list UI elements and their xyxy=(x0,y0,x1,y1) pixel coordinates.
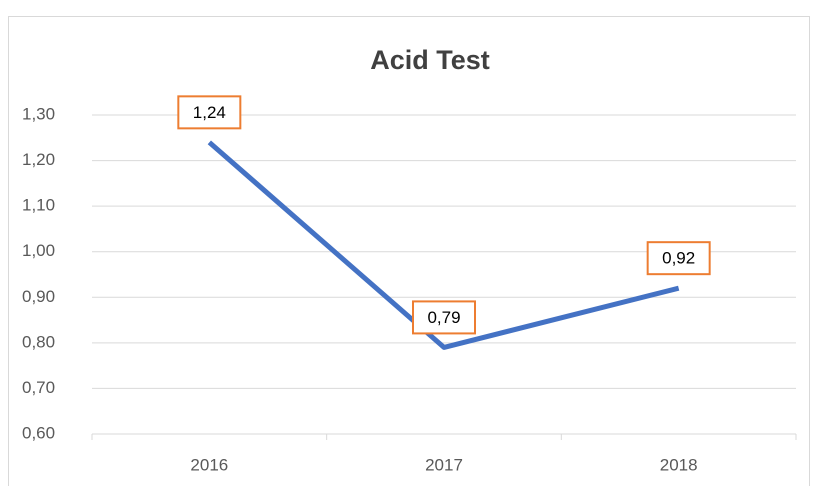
y-tick-label: 1,30 xyxy=(22,104,55,123)
chart-title: Acid Test xyxy=(370,45,490,75)
data-label-box xyxy=(177,95,242,130)
y-tick-label: 0,70 xyxy=(22,378,55,397)
y-tick-label: 0,80 xyxy=(22,332,55,351)
y-tick-label: 1,00 xyxy=(22,241,55,260)
y-tick-label: 0,60 xyxy=(22,423,55,442)
data-label: 0,79 xyxy=(427,308,460,327)
y-tick-label: 0,90 xyxy=(22,287,55,306)
y-tick-label: 1,10 xyxy=(22,196,55,215)
x-tick-label: 2017 xyxy=(425,455,463,474)
data-label-box xyxy=(646,241,711,276)
line-series xyxy=(207,140,680,350)
y-tick-label: 1,20 xyxy=(22,150,55,169)
x-tick-label: 2018 xyxy=(660,455,698,474)
data-label: 1,24 xyxy=(193,103,226,122)
data-label-box xyxy=(412,300,476,335)
data-label: 0,92 xyxy=(662,249,695,268)
x-tick-label: 2016 xyxy=(190,455,228,474)
